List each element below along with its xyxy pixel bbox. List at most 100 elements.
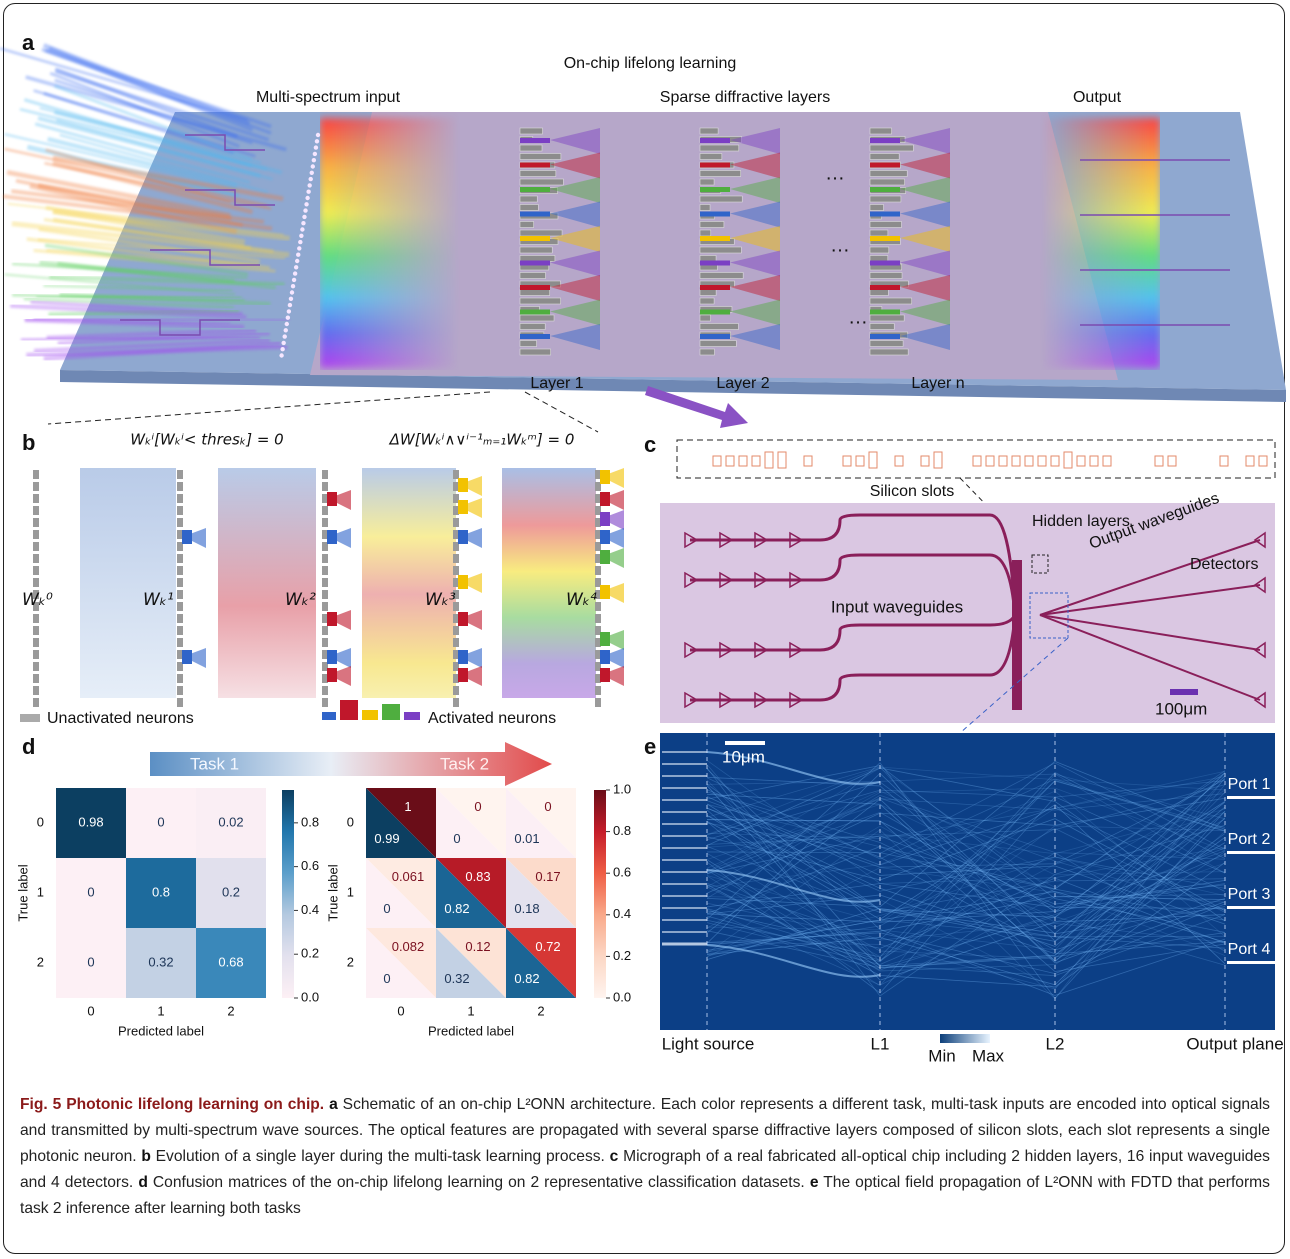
x-tick-label: 0	[87, 1003, 94, 1018]
cell-value: 0	[544, 799, 551, 814]
slot-box	[677, 440, 1275, 478]
slot	[520, 154, 561, 160]
colorbar-tick-label: 0.4	[301, 902, 319, 917]
cone	[608, 548, 624, 568]
neuron	[177, 602, 183, 611]
cell-value: 0.82	[444, 901, 469, 916]
neuron	[33, 518, 39, 527]
section-label: Sparse diffractive layers	[660, 89, 830, 106]
caption-text: Evolution of a single layer during the m…	[156, 1148, 605, 1165]
neuron	[595, 698, 601, 707]
x-tick-label: 2	[537, 1003, 544, 1018]
neuron	[700, 187, 730, 192]
slot	[726, 456, 734, 466]
source	[279, 353, 283, 357]
cell-value: 0.8	[152, 884, 170, 899]
port	[1227, 961, 1275, 964]
neuron	[33, 554, 39, 563]
cell-value: 0.01	[514, 831, 539, 846]
slot	[700, 222, 724, 228]
cell-value: 0	[87, 954, 94, 969]
neuron	[33, 638, 39, 647]
cell-value: 0.32	[148, 954, 173, 969]
slot	[700, 247, 741, 253]
y-tick-label: 2	[347, 954, 354, 969]
cell-value: 1	[404, 799, 411, 814]
ellipsis: …	[825, 162, 845, 184]
legend-swatch	[362, 710, 378, 720]
slot	[520, 273, 546, 279]
axis-label: Light source	[662, 1034, 755, 1053]
slot	[870, 290, 888, 296]
slot	[520, 179, 563, 185]
neuron	[453, 638, 459, 647]
neuron	[700, 236, 730, 241]
colorbar-tick-label: 0.6	[613, 865, 631, 880]
cell-value: 0.18	[514, 901, 539, 916]
neuron	[700, 334, 730, 339]
neuron	[870, 212, 900, 217]
cell-value: 0.68	[218, 954, 243, 969]
scale-bar	[1170, 689, 1198, 695]
port-label: Port 2	[1228, 831, 1271, 848]
cone	[608, 666, 624, 686]
colorbar-tick-label: 0.2	[301, 946, 319, 961]
neuron	[595, 566, 601, 575]
hub	[1012, 560, 1022, 710]
neuron	[453, 626, 459, 635]
legend-swatch	[340, 700, 358, 720]
neuron	[33, 494, 39, 503]
panel-e: e 10μm Light source L1 L2 Output plane M…	[644, 733, 1284, 1065]
neuron	[453, 470, 459, 479]
port-label: Port 3	[1228, 886, 1271, 903]
slot	[870, 145, 913, 151]
colorbar	[594, 790, 606, 998]
cone	[466, 498, 482, 518]
slot	[870, 230, 888, 236]
cone	[608, 630, 624, 650]
slot	[700, 324, 738, 330]
source	[283, 334, 287, 338]
slot	[700, 128, 718, 134]
caption-label: e	[810, 1174, 819, 1191]
slot	[870, 222, 901, 228]
cone	[335, 490, 351, 510]
neuron	[520, 334, 550, 339]
cone	[466, 476, 482, 496]
neuron	[33, 650, 39, 659]
source	[309, 177, 313, 181]
neuron	[520, 163, 550, 168]
slot	[1064, 452, 1072, 468]
colorbar-tick-label: 0.0	[613, 989, 631, 1004]
neuron	[33, 542, 39, 551]
caption-part: b Evolution of a single layer during the…	[141, 1148, 605, 1165]
y-tick-label: 1	[37, 884, 44, 899]
cell-value: 0	[453, 831, 460, 846]
zoom-line	[525, 392, 598, 432]
slot	[700, 290, 716, 296]
zoom-line	[48, 392, 490, 424]
neuron	[595, 614, 601, 623]
port	[1227, 796, 1275, 799]
neuron	[177, 614, 183, 623]
scale-label: 100μm	[1155, 699, 1207, 718]
slot	[700, 145, 739, 151]
slot	[700, 179, 714, 185]
weight-label: Wₖ²	[285, 590, 316, 610]
panel-label: c	[644, 432, 656, 457]
cell-value: 0	[383, 901, 390, 916]
source	[285, 322, 289, 326]
port	[1227, 851, 1275, 854]
source	[295, 259, 299, 263]
slot	[520, 128, 543, 134]
caption-title-text: Fig. 5 Photonic lifelong learning on chi…	[20, 1096, 324, 1113]
neuron	[453, 518, 459, 527]
slot	[520, 222, 534, 228]
y-axis-label: True label	[15, 864, 30, 921]
neuron	[322, 638, 328, 647]
slot	[520, 324, 545, 330]
input-spectrum	[320, 118, 460, 368]
neuron	[33, 674, 39, 683]
axis-label: L1	[871, 1034, 890, 1053]
slot	[1103, 456, 1111, 466]
